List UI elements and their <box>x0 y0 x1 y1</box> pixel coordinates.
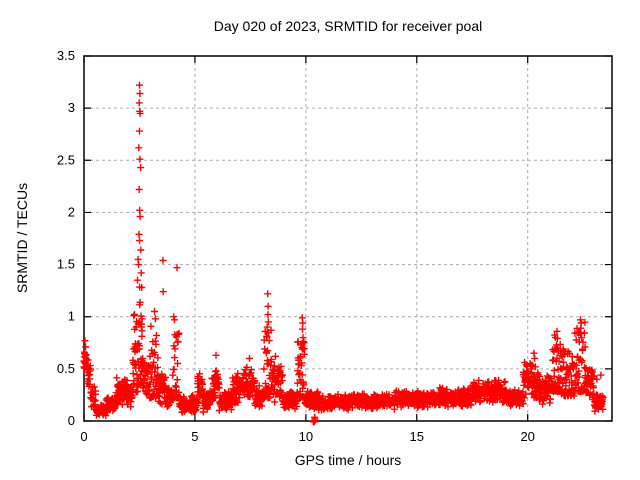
x-tick-label: 0 <box>80 429 87 444</box>
x-tick-label: 15 <box>410 429 424 444</box>
chart-title: Day 020 of 2023, SRMTID for receiver poa… <box>213 18 483 34</box>
x-tick-label: 10 <box>299 429 313 444</box>
axis-tick-marks <box>83 55 612 422</box>
scatter-points <box>80 81 607 426</box>
x-axis-label: GPS time / hours <box>294 452 402 468</box>
y-tick-label: 3 <box>68 100 75 115</box>
plot-border <box>83 55 613 422</box>
x-tick-label: 5 <box>191 429 198 444</box>
y-tick-label: 3.5 <box>57 48 75 63</box>
y-tick-label: 1.5 <box>57 257 75 272</box>
y-tick-label: 0.5 <box>57 361 75 376</box>
y-tick-label: 2 <box>68 204 75 219</box>
y-tick-label: 1 <box>68 309 75 324</box>
y-tick-label: 0 <box>68 413 75 428</box>
x-tick-label: 20 <box>520 429 534 444</box>
y-tick-label: 2.5 <box>57 152 75 167</box>
